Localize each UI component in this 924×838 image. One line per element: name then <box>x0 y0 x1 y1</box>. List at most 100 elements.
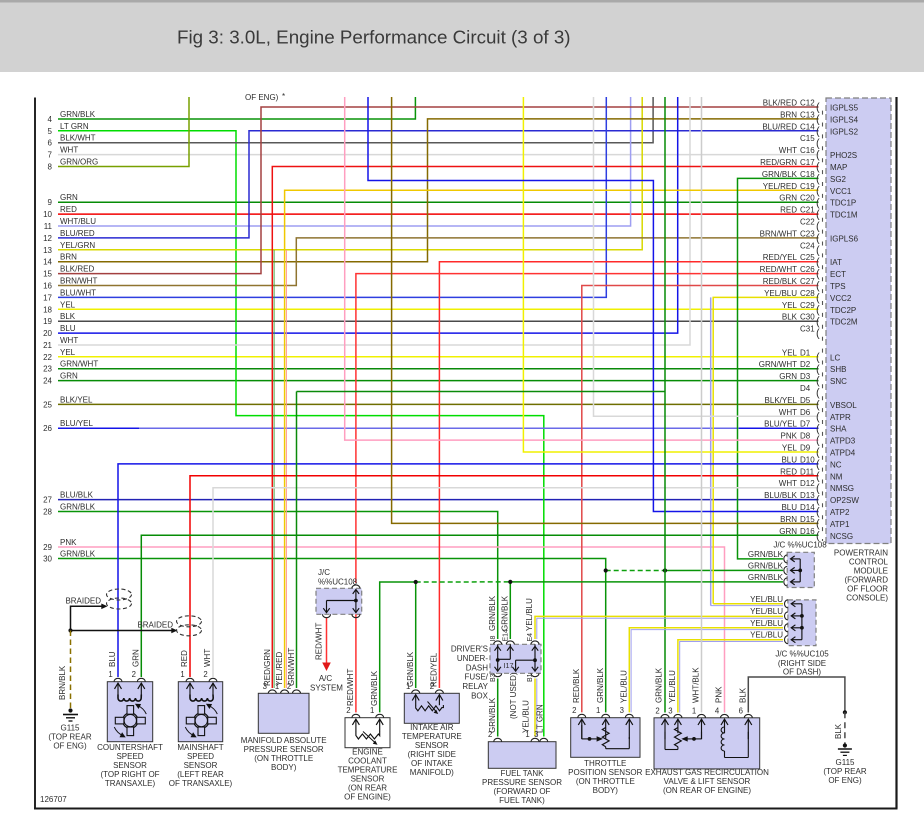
svg-text:(: ( <box>816 447 820 459</box>
svg-text:BRN: BRN <box>60 253 77 262</box>
svg-text:J/C: J/C <box>318 568 330 577</box>
svg-text:WHT: WHT <box>60 336 78 345</box>
svg-text:C17: C17 <box>800 158 815 167</box>
svg-text:21: 21 <box>43 341 52 350</box>
svg-text:SPEED: SPEED <box>187 752 214 761</box>
svg-text:(ON REAR: (ON REAR <box>348 784 387 793</box>
svg-text:SHB: SHB <box>830 365 846 374</box>
svg-text:GRN: GRN <box>779 372 797 381</box>
svg-text:B1: B1 <box>527 673 534 682</box>
svg-text:D12: D12 <box>800 479 815 488</box>
svg-text:19: 19 <box>43 317 52 326</box>
svg-text:GRN: GRN <box>779 527 797 536</box>
svg-text:DASH: DASH <box>466 663 488 672</box>
svg-text:GRN/WHT: GRN/WHT <box>60 360 98 369</box>
svg-text:MANIFOLD ABSOLUTE: MANIFOLD ABSOLUTE <box>241 736 327 745</box>
svg-text:14: 14 <box>43 258 52 267</box>
svg-text:OF ENG): OF ENG) <box>828 776 862 785</box>
svg-text:GRN/BLK: GRN/BLK <box>748 573 784 582</box>
svg-text:YEL/BLU: YEL/BLU <box>668 670 677 703</box>
svg-text:C23: C23 <box>800 229 815 238</box>
svg-text:C24: C24 <box>800 241 815 250</box>
svg-text:TEMPERATURE: TEMPERATURE <box>402 732 462 741</box>
svg-text:(: ( <box>816 197 820 209</box>
svg-text:(TOP RIGHT OF: (TOP RIGHT OF <box>100 770 159 779</box>
svg-text:C27: C27 <box>800 277 815 286</box>
svg-text:11: 11 <box>44 222 53 231</box>
svg-text:26: 26 <box>43 424 52 433</box>
svg-text:RED/BLK: RED/BLK <box>572 668 581 703</box>
svg-text:GRN: GRN <box>60 372 78 381</box>
svg-text:I8: I8 <box>490 636 497 642</box>
svg-text:RED/BLK: RED/BLK <box>763 277 798 286</box>
svg-text:D2: D2 <box>800 360 811 369</box>
svg-text:GRN/BLK: GRN/BLK <box>748 561 784 570</box>
svg-text:A/C: A/C <box>319 674 333 683</box>
svg-text:RED/YEL: RED/YEL <box>430 652 439 687</box>
svg-text:Fig 3: 3.0L, Engine Performanc: Fig 3: 3.0L, Engine Performance Circuit … <box>177 27 571 48</box>
svg-text:FUEL TANK): FUEL TANK) <box>499 796 545 805</box>
svg-text:BLK/RED: BLK/RED <box>763 99 797 108</box>
svg-text:(TOP REAR: (TOP REAR <box>48 733 91 742</box>
svg-text:(: ( <box>816 470 820 482</box>
svg-text:1: 1 <box>596 706 600 715</box>
svg-text:7: 7 <box>48 151 53 160</box>
svg-text:NC: NC <box>830 460 842 469</box>
svg-text:LC: LC <box>830 353 840 362</box>
svg-text:TDC1P: TDC1P <box>830 199 856 208</box>
svg-text:2: 2 <box>655 706 659 715</box>
svg-text:SENSOR: SENSOR <box>351 775 385 784</box>
svg-text:(: ( <box>816 221 820 233</box>
svg-text:D8: D8 <box>800 432 811 441</box>
svg-text:I17: I17 <box>504 661 514 670</box>
svg-text:J/C %%UC108: J/C %%UC108 <box>773 541 827 550</box>
svg-text:OF TRANSAXLE): OF TRANSAXLE) <box>169 779 233 788</box>
svg-text:GRN: GRN <box>779 194 797 203</box>
svg-text:2: 2 <box>132 670 136 679</box>
svg-text:RED/GRN: RED/GRN <box>760 158 797 167</box>
svg-text:22: 22 <box>43 353 52 362</box>
svg-text:(: ( <box>816 161 820 173</box>
svg-text:D13: D13 <box>800 491 815 500</box>
svg-text:YEL/BLU: YEL/BLU <box>619 670 628 703</box>
svg-text:OF ENGINE): OF ENGINE) <box>344 793 391 802</box>
svg-text:INTAKE AIR: INTAKE AIR <box>410 723 454 732</box>
svg-text:(NOT USED): (NOT USED) <box>509 672 518 719</box>
svg-text:VBSOL: VBSOL <box>830 401 857 410</box>
svg-text:OP2SW: OP2SW <box>830 496 859 505</box>
svg-text:(: ( <box>816 435 820 447</box>
svg-text:BLU: BLU <box>781 503 797 512</box>
svg-text:TEMPERATURE: TEMPERATURE <box>338 766 398 775</box>
svg-text:13: 13 <box>43 246 52 255</box>
svg-text:3: 3 <box>620 706 624 715</box>
svg-text:1: 1 <box>180 670 184 679</box>
svg-text:%%UC108: %%UC108 <box>318 578 358 587</box>
svg-text:RED: RED <box>780 206 797 215</box>
svg-text:PRESSURE SENSOR: PRESSURE SENSOR <box>482 778 562 787</box>
svg-text:COOLANT: COOLANT <box>348 757 387 766</box>
svg-text:(: ( <box>816 280 820 292</box>
svg-text:GRN/BLK: GRN/BLK <box>655 667 664 703</box>
svg-text:GRN/BLK: GRN/BLK <box>596 667 605 703</box>
svg-text:(: ( <box>816 328 820 340</box>
svg-text:OF FLOOR: OF FLOOR <box>847 585 888 594</box>
svg-text:BRN/BLK: BRN/BLK <box>58 665 67 700</box>
svg-text:D15: D15 <box>800 515 815 524</box>
svg-text:BLK/YEL: BLK/YEL <box>765 396 798 405</box>
svg-text:GRN/ORG: GRN/ORG <box>60 158 98 167</box>
svg-text:BODY): BODY) <box>271 763 297 772</box>
svg-text:SENSOR: SENSOR <box>184 761 218 770</box>
svg-text:GRN/BLK: GRN/BLK <box>501 595 510 631</box>
svg-text:NM: NM <box>830 472 843 481</box>
svg-text:WHT/BLU: WHT/BLU <box>60 217 96 226</box>
svg-text:(: ( <box>816 351 820 363</box>
svg-text:126707: 126707 <box>40 795 67 804</box>
svg-text:LT GRN: LT GRN <box>536 704 545 733</box>
svg-text:ATP2: ATP2 <box>830 508 850 517</box>
svg-text:BLU/RED: BLU/RED <box>60 229 95 238</box>
svg-text:30: 30 <box>43 555 52 564</box>
svg-text:WHT/BLK: WHT/BLK <box>692 667 701 703</box>
svg-text:ATPD4: ATPD4 <box>830 449 856 458</box>
svg-text:(: ( <box>816 233 820 245</box>
svg-text:(: ( <box>816 137 820 149</box>
